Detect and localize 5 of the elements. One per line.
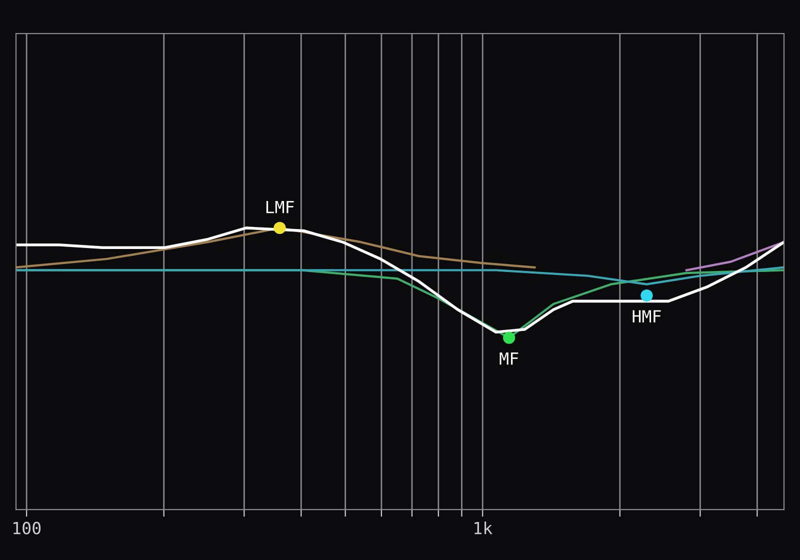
series-label: MF — [500, 352, 518, 365]
x-tick-label: 1k — [474, 521, 492, 534]
x-tick-label: 100 — [14, 522, 41, 534]
series-label: HMF — [632, 310, 661, 322]
series-label: LMF — [266, 200, 294, 214]
